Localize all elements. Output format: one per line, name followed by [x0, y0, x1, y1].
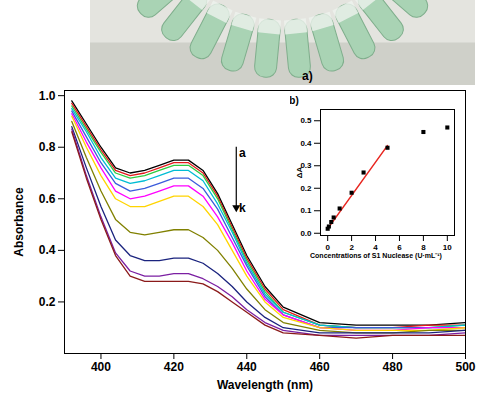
svg-text:2: 2: [349, 243, 354, 252]
svg-text:a): a): [302, 69, 313, 83]
svg-text:460: 460: [310, 360, 330, 374]
svg-text:0: 0: [325, 243, 330, 252]
svg-text:ΔA: ΔA: [295, 167, 304, 179]
svg-text:10: 10: [443, 243, 452, 252]
svg-text:480: 480: [383, 360, 403, 374]
svg-text:0.2: 0.2: [300, 184, 312, 193]
svg-text:4: 4: [373, 243, 378, 252]
svg-text:0.1: 0.1: [300, 206, 312, 215]
svg-text:k: k: [239, 201, 246, 215]
svg-text:1.0: 1.0: [39, 88, 56, 102]
svg-text:0.6: 0.6: [39, 192, 56, 206]
svg-text:Wavelength (nm): Wavelength (nm): [217, 378, 313, 392]
svg-text:0.5: 0.5: [300, 116, 312, 125]
svg-text:0.3: 0.3: [300, 161, 312, 171]
svg-text:Concentrations of S1 Nuclease: Concentrations of S1 Nuclease (U·mL⁻¹): [310, 252, 442, 260]
svg-text:8: 8: [421, 243, 426, 252]
svg-text:0.8: 0.8: [39, 140, 56, 154]
svg-text:a: a: [239, 146, 246, 160]
svg-text:6: 6: [397, 243, 402, 252]
svg-text:0.0: 0.0: [300, 229, 312, 238]
svg-text:0.4: 0.4: [300, 139, 312, 148]
svg-text:400: 400: [91, 360, 111, 374]
svg-text:500: 500: [455, 360, 475, 374]
svg-text:Absorbance: Absorbance: [12, 187, 26, 257]
svg-text:420: 420: [164, 360, 184, 374]
svg-text:b): b): [290, 95, 299, 106]
svg-text:0.2: 0.2: [39, 295, 56, 309]
svg-text:440: 440: [237, 360, 257, 374]
svg-text:0.4: 0.4: [39, 243, 56, 257]
